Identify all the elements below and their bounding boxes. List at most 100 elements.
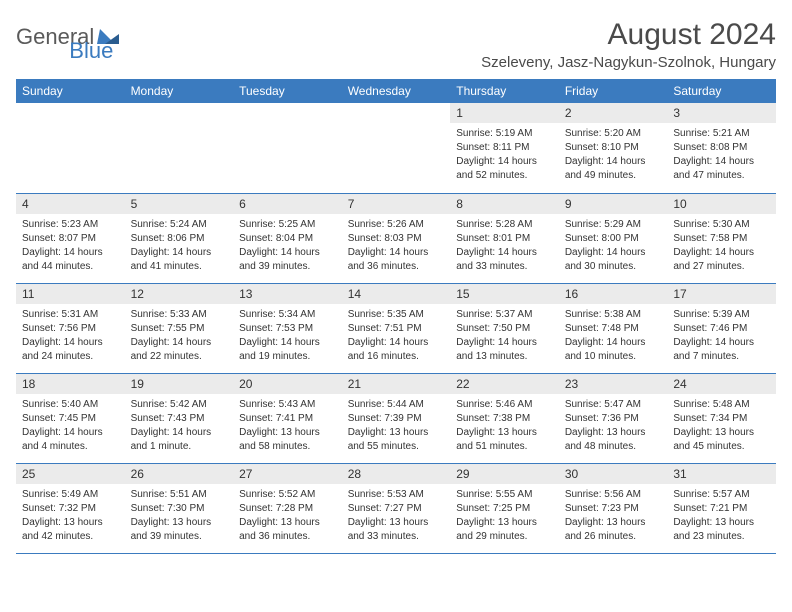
day-cell: 2Sunrise: 5:20 AMSunset: 8:10 PMDaylight… <box>559 103 668 193</box>
day-cell: 5Sunrise: 5:24 AMSunset: 8:06 PMDaylight… <box>125 193 234 283</box>
day-info: Sunrise: 5:29 AMSunset: 8:00 PMDaylight:… <box>559 214 668 278</box>
day-info: Sunrise: 5:40 AMSunset: 7:45 PMDaylight:… <box>16 394 125 458</box>
day-number: 27 <box>233 464 342 484</box>
day-number: 13 <box>233 284 342 304</box>
day-info: Sunrise: 5:48 AMSunset: 7:34 PMDaylight:… <box>667 394 776 458</box>
day-header: Thursday <box>450 79 559 103</box>
day-cell: 26Sunrise: 5:51 AMSunset: 7:30 PMDayligh… <box>125 463 234 553</box>
day-info: Sunrise: 5:38 AMSunset: 7:48 PMDaylight:… <box>559 304 668 368</box>
day-cell: 6Sunrise: 5:25 AMSunset: 8:04 PMDaylight… <box>233 193 342 283</box>
day-number: 28 <box>342 464 451 484</box>
day-info: Sunrise: 5:31 AMSunset: 7:56 PMDaylight:… <box>16 304 125 368</box>
day-number: 2 <box>559 103 668 123</box>
day-info: Sunrise: 5:30 AMSunset: 7:58 PMDaylight:… <box>667 214 776 278</box>
day-cell: 8Sunrise: 5:28 AMSunset: 8:01 PMDaylight… <box>450 193 559 283</box>
day-cell: 1Sunrise: 5:19 AMSunset: 8:11 PMDaylight… <box>450 103 559 193</box>
day-cell: 12Sunrise: 5:33 AMSunset: 7:55 PMDayligh… <box>125 283 234 373</box>
day-cell: 11Sunrise: 5:31 AMSunset: 7:56 PMDayligh… <box>16 283 125 373</box>
day-header: Wednesday <box>342 79 451 103</box>
day-number: 17 <box>667 284 776 304</box>
day-cell: 21Sunrise: 5:44 AMSunset: 7:39 PMDayligh… <box>342 373 451 463</box>
day-cell: 27Sunrise: 5:52 AMSunset: 7:28 PMDayligh… <box>233 463 342 553</box>
day-header: Sunday <box>16 79 125 103</box>
day-cell: 23Sunrise: 5:47 AMSunset: 7:36 PMDayligh… <box>559 373 668 463</box>
day-number: 20 <box>233 374 342 394</box>
day-cell: 15Sunrise: 5:37 AMSunset: 7:50 PMDayligh… <box>450 283 559 373</box>
day-info: Sunrise: 5:44 AMSunset: 7:39 PMDaylight:… <box>342 394 451 458</box>
day-number: 25 <box>16 464 125 484</box>
day-number: 24 <box>667 374 776 394</box>
day-cell: 3Sunrise: 5:21 AMSunset: 8:08 PMDaylight… <box>667 103 776 193</box>
day-info: Sunrise: 5:56 AMSunset: 7:23 PMDaylight:… <box>559 484 668 548</box>
day-info: Sunrise: 5:33 AMSunset: 7:55 PMDaylight:… <box>125 304 234 368</box>
calendar-body: 1Sunrise: 5:19 AMSunset: 8:11 PMDaylight… <box>16 103 776 553</box>
day-header: Friday <box>559 79 668 103</box>
day-number: 16 <box>559 284 668 304</box>
day-number: 3 <box>667 103 776 123</box>
day-number: 31 <box>667 464 776 484</box>
day-number: 4 <box>16 194 125 214</box>
day-cell: 31Sunrise: 5:57 AMSunset: 7:21 PMDayligh… <box>667 463 776 553</box>
day-number: 26 <box>125 464 234 484</box>
empty-day-cell <box>233 103 342 193</box>
day-info: Sunrise: 5:25 AMSunset: 8:04 PMDaylight:… <box>233 214 342 278</box>
empty-day-cell <box>125 103 234 193</box>
day-cell: 4Sunrise: 5:23 AMSunset: 8:07 PMDaylight… <box>16 193 125 283</box>
day-number: 9 <box>559 194 668 214</box>
day-cell: 16Sunrise: 5:38 AMSunset: 7:48 PMDayligh… <box>559 283 668 373</box>
day-info: Sunrise: 5:19 AMSunset: 8:11 PMDaylight:… <box>450 123 559 187</box>
day-cell: 18Sunrise: 5:40 AMSunset: 7:45 PMDayligh… <box>16 373 125 463</box>
day-cell: 30Sunrise: 5:56 AMSunset: 7:23 PMDayligh… <box>559 463 668 553</box>
page-header: General Blue August 2024 Szeleveny, Jasz… <box>16 18 776 71</box>
day-cell: 13Sunrise: 5:34 AMSunset: 7:53 PMDayligh… <box>233 283 342 373</box>
day-cell: 7Sunrise: 5:26 AMSunset: 8:03 PMDaylight… <box>342 193 451 283</box>
day-info: Sunrise: 5:20 AMSunset: 8:10 PMDaylight:… <box>559 123 668 187</box>
day-number: 1 <box>450 103 559 123</box>
day-info: Sunrise: 5:55 AMSunset: 7:25 PMDaylight:… <box>450 484 559 548</box>
day-cell: 17Sunrise: 5:39 AMSunset: 7:46 PMDayligh… <box>667 283 776 373</box>
day-number: 30 <box>559 464 668 484</box>
day-info: Sunrise: 5:28 AMSunset: 8:01 PMDaylight:… <box>450 214 559 278</box>
empty-day-cell <box>16 103 125 193</box>
day-number: 11 <box>16 284 125 304</box>
day-number: 7 <box>342 194 451 214</box>
calendar-table: SundayMondayTuesdayWednesdayThursdayFrid… <box>16 79 776 554</box>
day-number: 8 <box>450 194 559 214</box>
day-info: Sunrise: 5:39 AMSunset: 7:46 PMDaylight:… <box>667 304 776 368</box>
day-info: Sunrise: 5:43 AMSunset: 7:41 PMDaylight:… <box>233 394 342 458</box>
calendar-week-row: 25Sunrise: 5:49 AMSunset: 7:32 PMDayligh… <box>16 463 776 553</box>
logo: General Blue <box>16 18 167 50</box>
day-cell: 19Sunrise: 5:42 AMSunset: 7:43 PMDayligh… <box>125 373 234 463</box>
month-title: August 2024 <box>481 18 776 52</box>
day-info: Sunrise: 5:51 AMSunset: 7:30 PMDaylight:… <box>125 484 234 548</box>
day-cell: 28Sunrise: 5:53 AMSunset: 7:27 PMDayligh… <box>342 463 451 553</box>
day-number: 19 <box>125 374 234 394</box>
day-number: 23 <box>559 374 668 394</box>
day-number: 21 <box>342 374 451 394</box>
day-info: Sunrise: 5:52 AMSunset: 7:28 PMDaylight:… <box>233 484 342 548</box>
day-info: Sunrise: 5:34 AMSunset: 7:53 PMDaylight:… <box>233 304 342 368</box>
day-cell: 20Sunrise: 5:43 AMSunset: 7:41 PMDayligh… <box>233 373 342 463</box>
day-number: 15 <box>450 284 559 304</box>
day-cell: 14Sunrise: 5:35 AMSunset: 7:51 PMDayligh… <box>342 283 451 373</box>
day-cell: 29Sunrise: 5:55 AMSunset: 7:25 PMDayligh… <box>450 463 559 553</box>
title-block: August 2024 Szeleveny, Jasz-Nagykun-Szol… <box>481 18 776 71</box>
day-number: 6 <box>233 194 342 214</box>
day-number: 18 <box>16 374 125 394</box>
day-cell: 24Sunrise: 5:48 AMSunset: 7:34 PMDayligh… <box>667 373 776 463</box>
day-number: 10 <box>667 194 776 214</box>
day-header: Tuesday <box>233 79 342 103</box>
calendar-week-row: 4Sunrise: 5:23 AMSunset: 8:07 PMDaylight… <box>16 193 776 283</box>
day-cell: 10Sunrise: 5:30 AMSunset: 7:58 PMDayligh… <box>667 193 776 283</box>
day-info: Sunrise: 5:42 AMSunset: 7:43 PMDaylight:… <box>125 394 234 458</box>
day-info: Sunrise: 5:26 AMSunset: 8:03 PMDaylight:… <box>342 214 451 278</box>
day-header: Saturday <box>667 79 776 103</box>
calendar-week-row: 11Sunrise: 5:31 AMSunset: 7:56 PMDayligh… <box>16 283 776 373</box>
day-header-row: SundayMondayTuesdayWednesdayThursdayFrid… <box>16 79 776 103</box>
day-info: Sunrise: 5:49 AMSunset: 7:32 PMDaylight:… <box>16 484 125 548</box>
day-info: Sunrise: 5:53 AMSunset: 7:27 PMDaylight:… <box>342 484 451 548</box>
calendar-week-row: 1Sunrise: 5:19 AMSunset: 8:11 PMDaylight… <box>16 103 776 193</box>
day-cell: 9Sunrise: 5:29 AMSunset: 8:00 PMDaylight… <box>559 193 668 283</box>
day-info: Sunrise: 5:46 AMSunset: 7:38 PMDaylight:… <box>450 394 559 458</box>
day-info: Sunrise: 5:47 AMSunset: 7:36 PMDaylight:… <box>559 394 668 458</box>
